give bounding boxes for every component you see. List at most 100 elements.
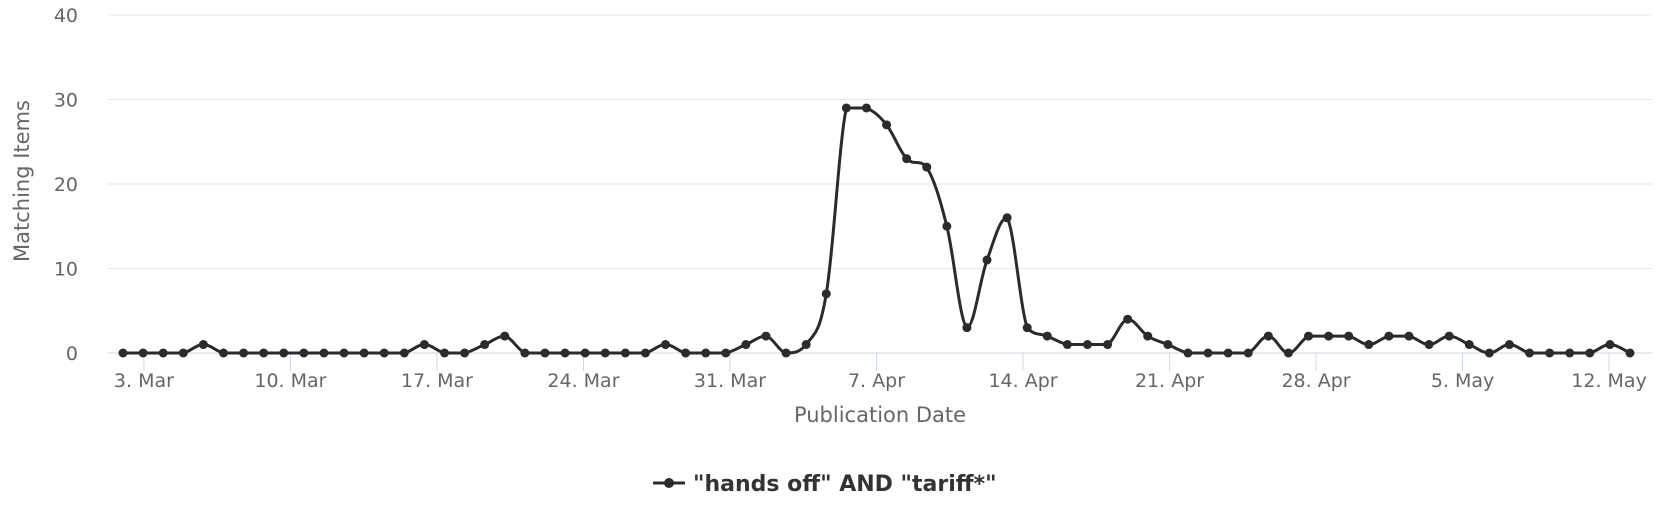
data-point[interactable] — [379, 348, 389, 358]
data-point[interactable] — [902, 154, 912, 164]
data-point[interactable] — [640, 348, 650, 358]
legend-label: "hands off" AND "tariff*" — [693, 472, 997, 497]
data-point[interactable] — [1304, 331, 1314, 341]
legend[interactable]: "hands off" AND "tariff*" — [653, 472, 997, 497]
data-point[interactable] — [138, 348, 148, 358]
data-point[interactable] — [1183, 348, 1193, 358]
data-point[interactable] — [319, 348, 329, 358]
data-point[interactable] — [1042, 331, 1052, 341]
x-tick-label: 21. Apr — [1135, 370, 1204, 392]
data-point[interactable] — [239, 348, 249, 358]
data-point[interactable] — [560, 348, 570, 358]
data-point[interactable] — [359, 348, 369, 358]
data-point[interactable] — [439, 348, 449, 358]
data-point[interactable] — [882, 120, 892, 130]
data-point[interactable] — [1364, 340, 1374, 350]
data-point[interactable] — [259, 348, 269, 358]
x-tick-label: 31. Mar — [694, 370, 766, 392]
data-point[interactable] — [339, 348, 349, 358]
data-point[interactable] — [1203, 348, 1213, 358]
legend-marker-icon — [664, 478, 674, 488]
data-point[interactable] — [982, 255, 992, 265]
x-axis-title: Publication Date — [794, 403, 966, 427]
data-point[interactable] — [1444, 331, 1454, 341]
data-point[interactable] — [580, 348, 590, 358]
data-point[interactable] — [1103, 340, 1113, 350]
data-point[interactable] — [761, 331, 771, 341]
data-point[interactable] — [1585, 348, 1595, 358]
y-tick-label: 30 — [54, 90, 78, 112]
data-point[interactable] — [861, 103, 871, 113]
data-point[interactable] — [419, 340, 429, 350]
data-point[interactable] — [1163, 340, 1173, 350]
data-point[interactable] — [1062, 340, 1072, 350]
data-point[interactable] — [1625, 348, 1635, 358]
data-point[interactable] — [922, 162, 932, 172]
data-point[interactable] — [942, 221, 952, 231]
x-tick-label: 14. Apr — [988, 370, 1057, 392]
x-tick-label: 24. Mar — [547, 370, 619, 392]
data-point[interactable] — [620, 348, 630, 358]
data-point[interactable] — [741, 340, 751, 350]
data-point[interactable] — [821, 289, 831, 299]
data-point[interactable] — [1223, 348, 1233, 358]
data-point[interactable] — [1143, 331, 1153, 341]
data-point[interactable] — [500, 331, 510, 341]
data-point[interactable] — [480, 340, 490, 350]
data-point[interactable] — [1464, 340, 1474, 350]
data-point[interactable] — [460, 348, 470, 358]
data-point[interactable] — [1243, 348, 1253, 358]
data-point[interactable] — [1123, 314, 1133, 324]
data-point[interactable] — [841, 103, 851, 113]
data-point[interactable] — [218, 348, 228, 358]
series-line-0 — [123, 106, 1631, 355]
x-axis-ticks: 3. Mar 10. Mar 17. Mar 24. Mar 31. Mar 7. Apr… — [114, 353, 1647, 392]
y-tick-label: 20 — [54, 174, 78, 196]
data-point[interactable] — [1525, 348, 1535, 358]
data-point[interactable] — [1404, 331, 1414, 341]
data-point[interactable] — [962, 323, 972, 333]
data-point[interactable] — [540, 348, 550, 358]
x-tick-label: 7. Apr — [848, 370, 905, 392]
data-point[interactable] — [1504, 340, 1514, 350]
data-point[interactable] — [600, 348, 610, 358]
data-point[interactable] — [1263, 331, 1273, 341]
data-point[interactable] — [299, 348, 309, 358]
data-point[interactable] — [178, 348, 188, 358]
data-point[interactable] — [399, 348, 409, 358]
data-point[interactable] — [661, 340, 671, 350]
gridlines — [108, 14, 1652, 354]
data-point[interactable] — [1384, 331, 1394, 341]
series-layer — [118, 103, 1635, 358]
data-point[interactable] — [118, 348, 128, 358]
y-tick-label: 40 — [54, 5, 78, 27]
data-point[interactable] — [279, 348, 289, 358]
data-point[interactable] — [1344, 331, 1354, 341]
y-tick-label: 0 — [66, 343, 78, 365]
data-point[interactable] — [721, 348, 731, 358]
x-tick-label: 12. May — [1571, 370, 1647, 392]
data-point[interactable] — [158, 348, 168, 358]
data-point[interactable] — [681, 348, 691, 358]
data-point[interactable] — [1002, 213, 1012, 223]
data-point[interactable] — [520, 348, 530, 358]
data-point[interactable] — [1082, 340, 1092, 350]
data-point[interactable] — [1605, 340, 1615, 350]
data-point[interactable] — [1484, 348, 1494, 358]
x-tick-label: 3. Mar — [114, 370, 174, 392]
data-point[interactable] — [198, 340, 208, 350]
data-point[interactable] — [701, 348, 711, 358]
data-point[interactable] — [1283, 348, 1293, 358]
x-tick-label: 17. Mar — [401, 370, 473, 392]
data-point[interactable] — [1324, 331, 1334, 341]
data-point[interactable] — [781, 348, 791, 358]
x-tick-label: 28. Apr — [1281, 370, 1350, 392]
data-point[interactable] — [1565, 348, 1575, 358]
y-axis-title: Matching Items — [10, 100, 34, 262]
data-point[interactable] — [1545, 348, 1555, 358]
y-axis-ticks: 0 10 20 30 40 — [54, 5, 78, 365]
data-point[interactable] — [1424, 340, 1434, 350]
data-point[interactable] — [1022, 323, 1032, 333]
data-point[interactable] — [801, 340, 811, 350]
